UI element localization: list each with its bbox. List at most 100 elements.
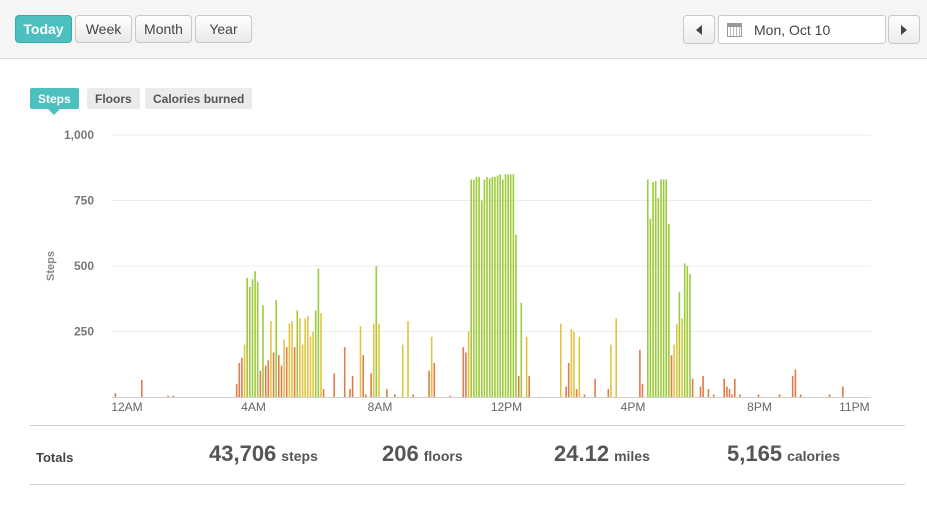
bar — [486, 176, 488, 397]
bar — [370, 373, 372, 397]
tab-floors[interactable]: Floors — [87, 88, 140, 109]
bar — [509, 174, 512, 397]
bar — [378, 323, 380, 397]
bar — [314, 310, 317, 397]
bar — [262, 305, 264, 397]
bar — [670, 355, 673, 397]
totals-label: Totals — [36, 450, 74, 465]
bar — [689, 273, 691, 397]
bar — [660, 179, 662, 397]
bar — [293, 347, 296, 397]
bar — [657, 197, 660, 397]
bar — [256, 281, 259, 397]
bar — [267, 360, 270, 397]
bar — [652, 182, 654, 397]
y-tick-label: 1,000 — [64, 128, 94, 142]
total-miles-value: 24.12 — [554, 441, 610, 466]
bar — [681, 318, 683, 397]
total-steps-unit: steps — [281, 448, 318, 464]
bar — [528, 376, 530, 397]
bar — [365, 394, 367, 397]
bar — [483, 179, 486, 397]
bar — [583, 394, 586, 397]
bar — [322, 389, 325, 397]
tab-steps[interactable]: Steps — [30, 88, 79, 115]
bar — [351, 376, 354, 397]
bar — [470, 179, 472, 397]
bar — [778, 394, 781, 397]
bar — [407, 321, 409, 397]
total-floors: 206 floors — [382, 441, 463, 467]
total-floors-value: 206 — [382, 441, 419, 466]
bar — [309, 336, 312, 397]
total-calories-unit: calories — [787, 448, 840, 464]
bar — [496, 175, 499, 397]
previous-day-button[interactable] — [683, 15, 715, 44]
date-picker[interactable]: Mon, Oct 10 — [718, 15, 886, 44]
y-tick-label: 250 — [74, 325, 94, 339]
bar — [235, 383, 238, 397]
bar — [251, 279, 254, 397]
bar — [272, 352, 275, 397]
bar — [794, 369, 797, 397]
month-button[interactable]: Month — [135, 15, 192, 43]
today-button[interactable]: Today — [15, 15, 72, 43]
bar — [362, 355, 364, 397]
week-button[interactable]: Week — [75, 15, 132, 43]
bar — [665, 179, 667, 397]
bar — [662, 179, 665, 397]
bar — [141, 380, 143, 397]
next-day-button[interactable] — [888, 15, 920, 44]
bar — [288, 323, 291, 397]
total-steps-value: 43,706 — [209, 441, 277, 466]
bar — [473, 179, 475, 397]
bar — [639, 349, 641, 397]
bar — [507, 174, 509, 397]
bar — [734, 378, 736, 397]
bar — [478, 176, 480, 397]
bar — [691, 378, 694, 397]
bar — [515, 234, 517, 397]
bar — [525, 336, 528, 397]
bar — [462, 347, 465, 397]
bar — [412, 394, 414, 397]
bar — [296, 310, 299, 397]
y-axis-label: Steps — [45, 251, 57, 281]
top-toolbar: Today Week Month Year Mon, Oct 10 — [0, 0, 927, 59]
bar — [372, 323, 375, 397]
bar — [494, 176, 496, 397]
y-axis-ticks: 250 500 750 1,000 — [64, 128, 94, 339]
bar — [683, 263, 686, 397]
bar — [285, 347, 288, 397]
bar — [723, 378, 725, 397]
bar — [504, 174, 507, 397]
bar — [264, 365, 267, 397]
bar — [433, 362, 436, 397]
bar — [259, 370, 262, 397]
bar — [728, 389, 731, 397]
x-tick-label: 12PM — [491, 400, 522, 414]
bar — [575, 389, 578, 397]
date-label: Mon, Oct 10 — [754, 21, 831, 38]
bar — [502, 179, 504, 397]
bar — [654, 180, 657, 397]
year-button[interactable]: Year — [195, 15, 252, 43]
bar — [283, 339, 285, 397]
x-tick-label: 4AM — [241, 400, 266, 414]
bar — [465, 352, 467, 397]
bar — [270, 321, 272, 397]
bar — [243, 344, 246, 397]
x-tick-label: 11PM — [839, 400, 869, 414]
bar — [333, 373, 335, 397]
bar — [707, 389, 710, 397]
bar — [594, 378, 596, 397]
tab-calories-burned[interactable]: Calories burned — [145, 88, 253, 109]
bar — [699, 386, 702, 397]
bar — [668, 224, 670, 397]
bar — [799, 394, 802, 397]
bar — [278, 355, 280, 397]
bar — [280, 365, 283, 397]
bar — [570, 328, 573, 397]
bar — [520, 302, 523, 397]
